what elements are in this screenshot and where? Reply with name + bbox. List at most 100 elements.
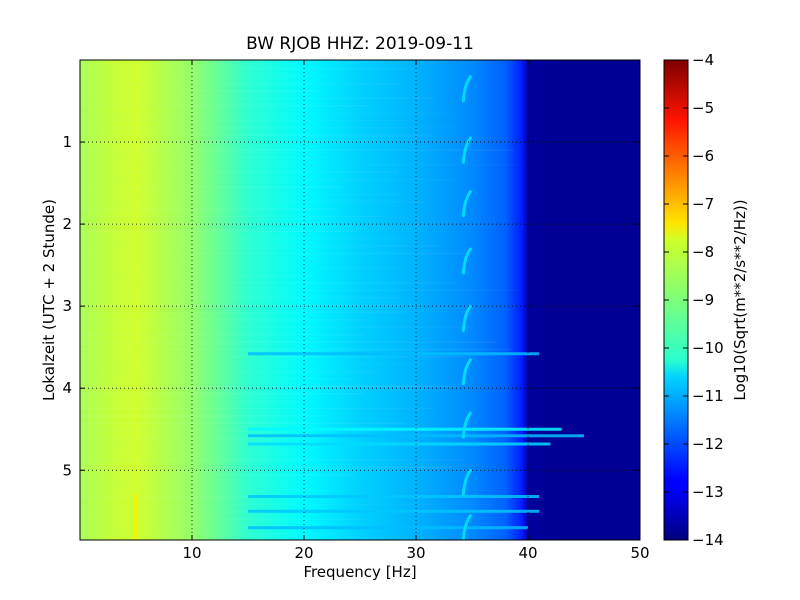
x-tick-label: 10	[182, 544, 201, 562]
colorbar-tick-label: −10	[692, 339, 724, 357]
heatmap-texture-row	[80, 378, 353, 380]
heatmap-texture-row	[80, 245, 440, 247]
colorbar-tick-label: −12	[692, 435, 724, 453]
spectrogram-heatmap	[80, 60, 640, 540]
heatmap-texture-row	[80, 474, 356, 476]
y-tick-label: 2	[62, 215, 72, 233]
heatmap-texture-row	[80, 127, 455, 128]
noise-band	[248, 495, 540, 499]
plot-frame	[79, 59, 641, 541]
noise-band	[248, 509, 540, 513]
heatmap-texture-row	[80, 504, 493, 505]
colorbar-tick-label: −6	[692, 147, 714, 165]
heatmap-texture-row	[80, 289, 518, 291]
x-tick-label: 20	[294, 544, 313, 562]
y-tick-label: 5	[62, 461, 72, 479]
heatmap-texture-row	[80, 297, 403, 299]
periodic-signal-marks	[461, 75, 472, 540]
heatmap-texture-row	[80, 134, 430, 136]
heatmap-texture-row	[80, 364, 428, 365]
heatmap-texture-row	[80, 466, 452, 469]
heatmap-texture-row	[80, 149, 515, 151]
heatmap-texture-row	[80, 334, 365, 336]
heatmap-texture-row	[80, 341, 497, 343]
heatmap-texture-row	[80, 178, 455, 181]
heatmap-texture-row	[80, 370, 377, 373]
heatmap-texture-row	[80, 311, 405, 314]
heatmap-texture-row	[80, 452, 309, 453]
heatmap-background	[80, 60, 640, 540]
periodic-signal-mark	[461, 514, 472, 540]
heatmap-texture-row	[80, 304, 403, 306]
colorbar-tick-label: −8	[692, 243, 714, 261]
y-tick-label: 1	[62, 133, 72, 151]
heatmap-texture-row	[80, 437, 333, 439]
periodic-signal-mark	[461, 304, 472, 332]
x-tick-label: 30	[406, 544, 425, 562]
heatmap-texture-row	[80, 482, 342, 483]
heatmap-texture-row	[80, 526, 319, 528]
periodic-signal-mark	[461, 247, 472, 275]
heatmap-texture-row	[80, 113, 451, 114]
y-tick-label: 4	[62, 379, 72, 397]
heatmap-texture-row	[80, 90, 322, 92]
heatmap-texture-row	[80, 393, 364, 395]
heatmap-texture-row	[80, 415, 325, 417]
colorbar-tick-label: −7	[692, 195, 714, 213]
x-axis-ticks: 10 20 30 40 50	[182, 60, 650, 562]
heatmap-texture-row	[80, 208, 339, 210]
heatmap-texture-row	[80, 215, 383, 218]
heatmap-texture-row	[80, 201, 427, 203]
noise-band	[248, 352, 540, 356]
x-axis-label: Frequency [Hz]	[303, 563, 416, 581]
periodic-signal-mark	[461, 469, 472, 497]
colorbar-ticks: −4 −5 −6 −7 −8 −9 −10 −11 −12 −13 −14	[664, 51, 724, 549]
heatmap-texture-row	[80, 260, 335, 262]
colorbar-label: Log10(Sqrt(m**2/s**2/Hz))	[731, 199, 749, 400]
grid-lines	[80, 60, 640, 540]
noise-band	[248, 526, 528, 530]
heatmap-texture-row	[80, 97, 437, 99]
heatmap-texture-row	[80, 230, 358, 232]
noise-band	[248, 442, 551, 446]
colorbar-tick-label: −13	[692, 483, 724, 501]
heatmap-texture-row	[80, 459, 463, 461]
colorbar-tick-label: −14	[692, 531, 724, 549]
heatmap-texture-row	[80, 156, 332, 159]
y-axis-ticks: 1 2 3 4 5	[62, 133, 640, 479]
heatmap-texture-row	[80, 400, 306, 402]
heatmap-texture-row	[80, 193, 404, 195]
heatmap-texture-row	[80, 75, 330, 77]
noise-band	[248, 434, 584, 438]
heatmap-texture-row	[80, 142, 343, 143]
heatmap-texture-row	[80, 68, 414, 70]
heatmap-texture-row	[80, 82, 404, 85]
heatmap-texture-row	[80, 385, 458, 387]
heatmap-texture-row	[80, 164, 518, 165]
y-tick-label: 3	[62, 297, 72, 315]
heatmap-texture-row	[80, 171, 398, 173]
y-axis-label: Lokalzeit (UTC + 2 Stunde)	[40, 199, 58, 401]
low-frequency-line	[134, 494, 138, 540]
heatmap-texture-row	[80, 252, 474, 255]
heatmap-texture-row	[80, 533, 356, 535]
periodic-signal-mark	[461, 190, 472, 218]
heatmap-texture-row	[80, 282, 457, 284]
spectrogram-plot-area	[80, 60, 640, 540]
heatmap-texture-row	[80, 356, 472, 358]
heatmap-texture-row	[80, 119, 416, 122]
colorbar: −4 −5 −6 −7 −8 −9 −10 −11 −12 −13 −14 Log10(Sqrt(m…	[663, 51, 749, 549]
heatmap-texture-row	[80, 274, 315, 277]
heatmap-texture-row	[80, 268, 405, 269]
periodic-signal-mark	[461, 75, 472, 103]
colorbar-tick-label: −5	[692, 99, 714, 117]
heatmap-texture-row	[80, 327, 470, 328]
heatmap-texture-row	[80, 422, 407, 424]
heatmap-texture-row	[80, 238, 410, 240]
heatmap-texture-row	[80, 407, 436, 410]
periodic-signal-mark	[461, 411, 472, 439]
heatmap-texture-row	[80, 489, 322, 490]
x-tick-label: 40	[518, 544, 537, 562]
x-tick-label: 50	[630, 544, 649, 562]
